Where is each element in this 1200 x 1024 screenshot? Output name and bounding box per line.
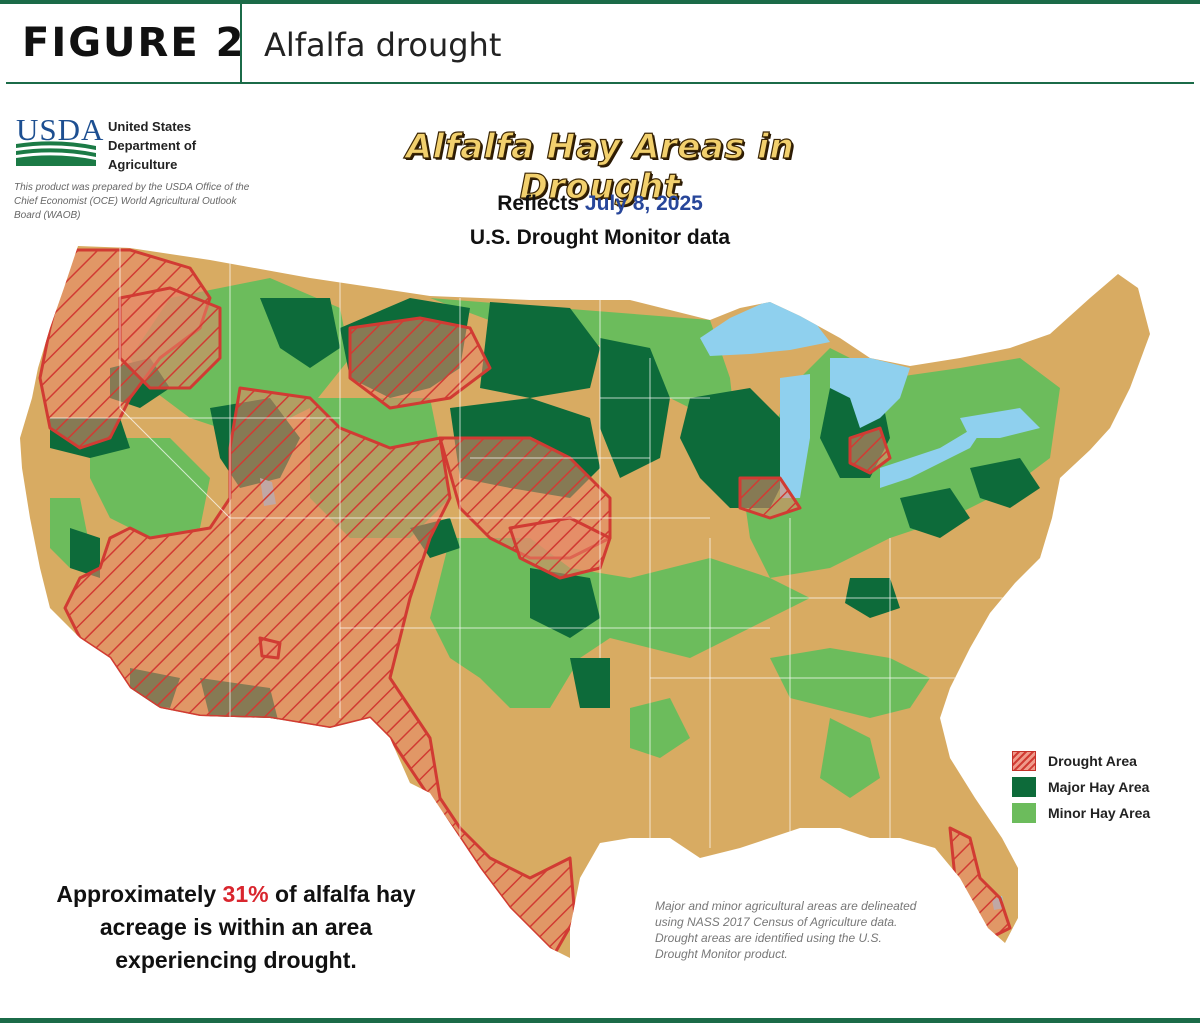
legend-label: Drought Area — [1048, 753, 1137, 769]
legend-item-minor: Minor Hay Area — [1012, 800, 1150, 826]
map-date: July 8, 2025 — [584, 192, 703, 215]
legend-item-drought: Drought Area — [1012, 748, 1150, 774]
minor-hay-swatch — [1012, 803, 1036, 823]
methodology-note: Major and minor agricultural areas are d… — [655, 899, 917, 961]
stat-percent: 31% — [222, 881, 269, 907]
map-legend: Drought Area Major Hay Area Minor Hay Ar… — [1012, 748, 1150, 826]
bottom-rule — [0, 1018, 1200, 1023]
drought-swatch — [1012, 751, 1036, 771]
reflects-line: Reflects July 8, 2025 — [380, 192, 820, 216]
usda-logo-icon — [16, 141, 96, 166]
figure-title: Alfalfa drought — [264, 26, 502, 64]
state-borders — [50, 248, 1030, 848]
legend-item-major: Major Hay Area — [1012, 774, 1150, 800]
top-rule — [0, 0, 1200, 4]
figure-label: FIGURE 2 — [22, 20, 246, 66]
map-title: Alfalfa Hay Areas in Drought — [405, 126, 795, 207]
acreage-statement: Approximately 31% of alfalfa hay acreage… — [30, 878, 442, 977]
stat-prefix: Approximately — [56, 881, 217, 907]
header-divider — [240, 4, 242, 82]
stat-suffix: of alfalfa hay acreage is within an area… — [99, 881, 416, 973]
drought-areas — [38, 248, 1012, 955]
reflects-label: Reflects — [497, 192, 579, 215]
usda-logo-text: USDA — [16, 112, 105, 147]
usda-name: United States Department of Agriculture — [108, 119, 197, 172]
source-line: U.S. Drought Monitor data — [469, 226, 731, 249]
legend-label: Major Hay Area — [1048, 779, 1150, 795]
usda-note: This product was prepared by the USDA Of… — [14, 182, 250, 221]
major-hay-swatch — [1012, 777, 1036, 797]
header-rule — [6, 82, 1194, 84]
legend-label: Minor Hay Area — [1048, 805, 1151, 821]
us-map — [20, 246, 1150, 958]
